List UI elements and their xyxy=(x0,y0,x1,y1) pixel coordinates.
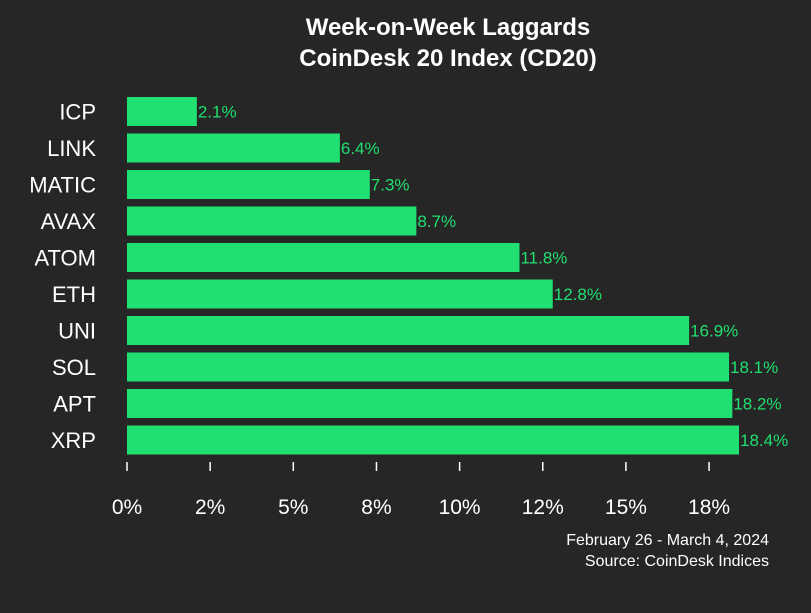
value-label-avax: 8.7% xyxy=(417,212,456,231)
category-label-xrp: XRP xyxy=(51,428,96,453)
bar-sol xyxy=(127,352,730,382)
bar-avax xyxy=(127,206,417,236)
category-label-avax: AVAX xyxy=(41,209,97,234)
x-axis-tick-labels: 0% 2% 5% 8% 10% 12% 15% 18% xyxy=(112,496,730,519)
bar-link xyxy=(127,133,340,163)
x-tick-label-0: 0% xyxy=(112,496,142,519)
bar-apt xyxy=(127,389,733,418)
category-label-matic: MATIC xyxy=(29,173,96,198)
value-labels: 2.1% 6.4% 7.3% 8.7% 11.8% 12.8% 16.9% 18.1% 18.2… xyxy=(198,103,788,451)
category-label-eth: ETH xyxy=(52,282,96,307)
value-label-link: 6.4% xyxy=(341,139,380,158)
chart-title: Week-on-Week Laggards xyxy=(306,14,591,41)
value-label-atom: 11.8% xyxy=(520,249,567,268)
category-label-sol: SOL xyxy=(52,355,96,380)
category-label-uni: UNI xyxy=(58,319,96,344)
bar-icp xyxy=(127,97,197,126)
date-range-note: February 26 - March 4, 2024 xyxy=(566,532,769,549)
value-label-eth: 12.8% xyxy=(554,285,602,304)
value-label-sol: 18.1% xyxy=(730,358,778,377)
value-label-xrp: 18.4% xyxy=(740,431,788,450)
category-label-link: LINK xyxy=(47,136,96,161)
bars-group xyxy=(127,97,739,455)
x-tick-label-5: 12% xyxy=(522,496,564,519)
x-tick-label-7: 18% xyxy=(688,496,730,519)
x-tick-label-1: 2% xyxy=(195,496,225,519)
bar-uni xyxy=(127,316,690,345)
category-labels: ICP LINK MATIC AVAX ATOM ETH UNI SOL APT XRP xyxy=(29,100,96,454)
chart-subtitle: CoinDesk 20 Index (CD20) xyxy=(299,45,596,72)
category-label-apt: APT xyxy=(53,392,96,417)
value-label-apt: 18.2% xyxy=(733,395,781,414)
bar-xrp xyxy=(127,425,739,455)
value-label-uni: 16.9% xyxy=(690,322,738,341)
x-tick-label-4: 10% xyxy=(439,496,481,519)
value-label-matic: 7.3% xyxy=(371,176,410,195)
x-tick-label-3: 8% xyxy=(361,496,391,519)
source-note: Source: CoinDesk Indices xyxy=(585,553,769,570)
bar-matic xyxy=(127,170,370,199)
x-tick-label-2: 5% xyxy=(278,496,308,519)
value-label-icp: 2.1% xyxy=(198,103,237,122)
category-label-icp: ICP xyxy=(59,100,96,125)
bar-atom xyxy=(127,243,520,272)
bar-eth xyxy=(127,279,553,309)
x-axis-ticks xyxy=(126,462,710,471)
category-label-atom: ATOM xyxy=(34,246,96,271)
x-tick-label-6: 15% xyxy=(605,496,647,519)
